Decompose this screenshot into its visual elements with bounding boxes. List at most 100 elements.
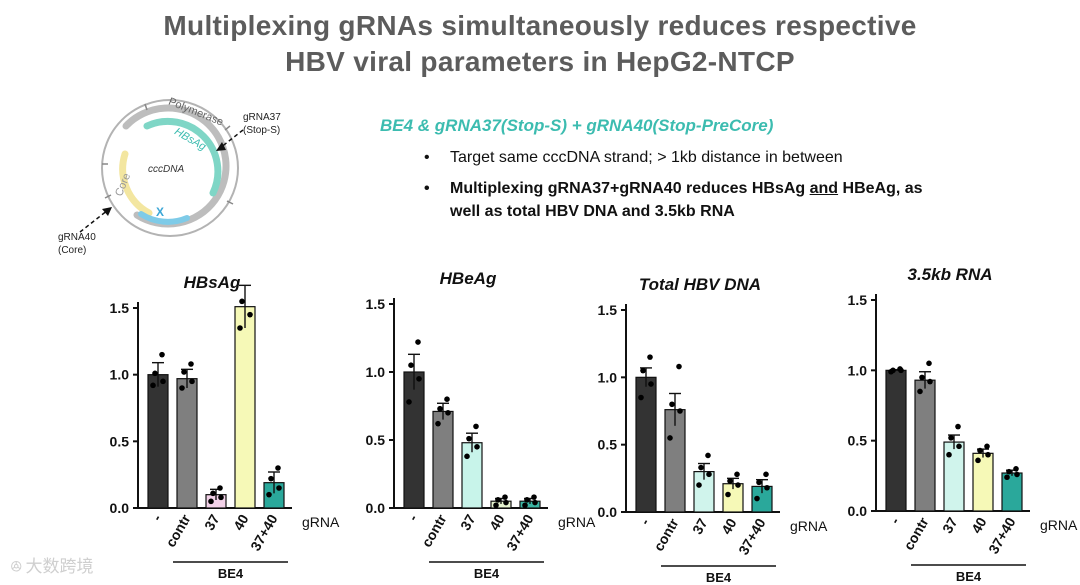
data-point [532,499,538,506]
data-point [985,451,991,458]
chart-title: 3.5kb RNA [907,265,992,284]
category-label: contr [900,514,932,553]
data-point [763,471,769,478]
data-point [522,502,528,509]
data-point [764,484,770,491]
data-point [897,366,903,372]
data-point [445,410,451,416]
y-tick-label: 0.0 [110,500,130,516]
x-label: X [156,205,164,219]
bar [176,378,198,509]
x-axis-label: gRNA [1040,517,1078,533]
y-tick-label: 0.0 [848,503,868,519]
data-point [444,396,450,402]
category-label: 37 [689,515,711,537]
data-point [754,495,760,502]
data-point [669,401,675,408]
group-label: BE4 [956,569,982,584]
data-point [179,385,185,391]
data-point [1013,466,1019,472]
category-label: 40 [230,511,252,533]
bullet-2-text-line1: Multiplexing gRNA37+gRNA40 reduces HBsAg… [450,180,923,197]
y-tick-label: 1.5 [848,292,868,308]
chart-title: Total HBV DNA [639,275,761,294]
data-point [237,325,243,331]
x-axis-label: gRNA [790,518,828,534]
data-point [946,451,952,458]
data-point [696,482,702,488]
bullet-dot: • [424,180,430,197]
grna37-arrow [219,129,244,149]
data-point [1006,468,1012,475]
y-tick-label: 1.0 [598,369,618,385]
data-point [677,408,683,414]
data-point [266,491,272,498]
ring-tick [144,103,148,111]
data-point [415,339,421,345]
category-label: 40 [968,514,990,536]
data-point [150,382,156,389]
data-point [503,499,509,506]
title-line-1: Multiplexing gRNAs simultaneously reduce… [163,10,917,41]
data-point [159,351,165,358]
data-point [735,482,741,488]
category-label: 37 [457,511,479,533]
data-point [416,376,422,382]
slide-title: Multiplexing gRNAs simultaneously reduce… [0,8,1080,80]
bullet-2-text-line2: well as total HBV DNA and 3.5kb RNA [450,203,735,220]
y-tick-label: 1.0 [848,362,868,378]
data-point [208,498,214,505]
ring-tick [226,200,234,205]
y-tick-label: 0.5 [848,433,868,449]
data-point [890,367,896,374]
data-point [275,465,281,471]
cccdna-label: cccDNA [148,164,184,175]
data-point [435,420,441,427]
core-arc [119,150,153,217]
data-point [276,485,282,491]
data-point [727,478,733,484]
data-point [975,457,981,464]
grna40-arrowhead [102,207,112,216]
hbsag-arc [143,117,222,197]
y-tick-label: 1.5 [366,296,386,312]
data-point [956,443,962,450]
x-axis-label: gRNA [302,514,340,530]
data-point [408,362,414,368]
data-point [189,378,195,385]
grna40-arrow [79,209,109,233]
category-label: - [636,515,652,527]
data-point [531,494,537,500]
data-point [495,497,501,503]
category-label: 37+40 [503,511,537,553]
group-label: BE4 [474,566,500,581]
category-label: - [404,511,420,523]
category-label: 40 [718,515,740,537]
y-tick-label: 1.0 [110,367,130,383]
bar [885,369,907,512]
watermark: ꔮ 大数跨境 [10,552,93,577]
data-point [247,311,253,318]
cccdna-plasmid-diagram: Polymerase HBsAg Core X cccDNA gRNA37 (S… [58,96,281,256]
y-tick-label: 0.5 [366,432,386,448]
data-point [210,490,216,497]
data-point [667,435,673,441]
bar [234,306,256,509]
category-label: - [886,514,902,526]
data-point [218,494,224,501]
data-point [473,423,479,430]
bullet-1-text: Target same cccDNA strand; > 1kb distanc… [450,149,843,166]
data-point [464,453,470,460]
group-label: BE4 [218,566,244,581]
category-label: contr [650,515,682,554]
data-point [955,423,961,430]
category-label: 37+40 [735,515,769,557]
bullet-dot: • [424,149,430,166]
chart-title: HBsAg [184,273,241,292]
data-point [239,298,245,305]
genome-ring [101,99,239,237]
data-point [706,471,712,478]
bar [403,371,425,509]
grna40-label: gRNA40 [58,232,96,243]
data-point [647,354,653,360]
